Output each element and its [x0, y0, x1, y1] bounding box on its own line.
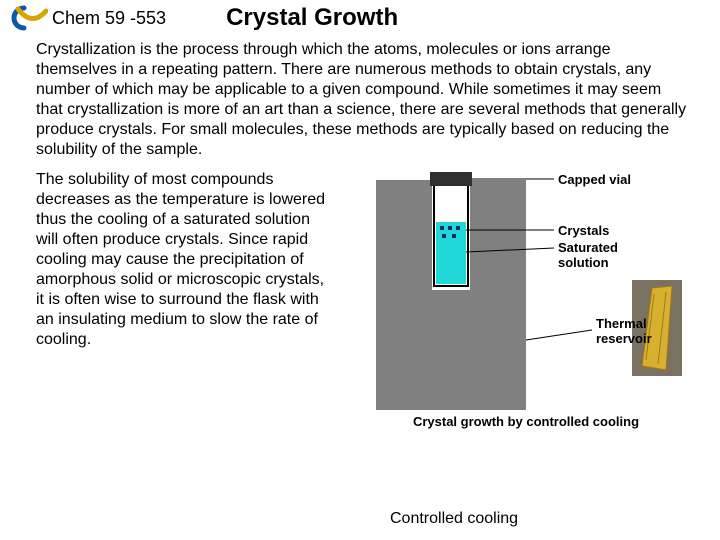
label-capped-vial: Capped vial — [558, 172, 631, 187]
course-code: Chem 59 -553 — [52, 8, 166, 29]
label-crystals: Crystals — [558, 223, 609, 238]
label-saturated-solution: Saturated solution — [558, 240, 638, 270]
footer-caption: Controlled cooling — [390, 510, 518, 528]
diagram-caption: Crystal growth by controlled cooling — [396, 414, 656, 429]
cooling-diagram: Capped vial Crystals Saturated solution … — [336, 170, 696, 450]
page-title: Crystal Growth — [226, 4, 398, 32]
paragraph-intro: Crystallization is the process through w… — [0, 32, 720, 160]
paragraph-cooling: The solubility of most compounds decreas… — [36, 170, 326, 450]
label-thermal-reservoir: Thermal reservoir — [596, 316, 666, 346]
logo-icon — [10, 5, 48, 31]
